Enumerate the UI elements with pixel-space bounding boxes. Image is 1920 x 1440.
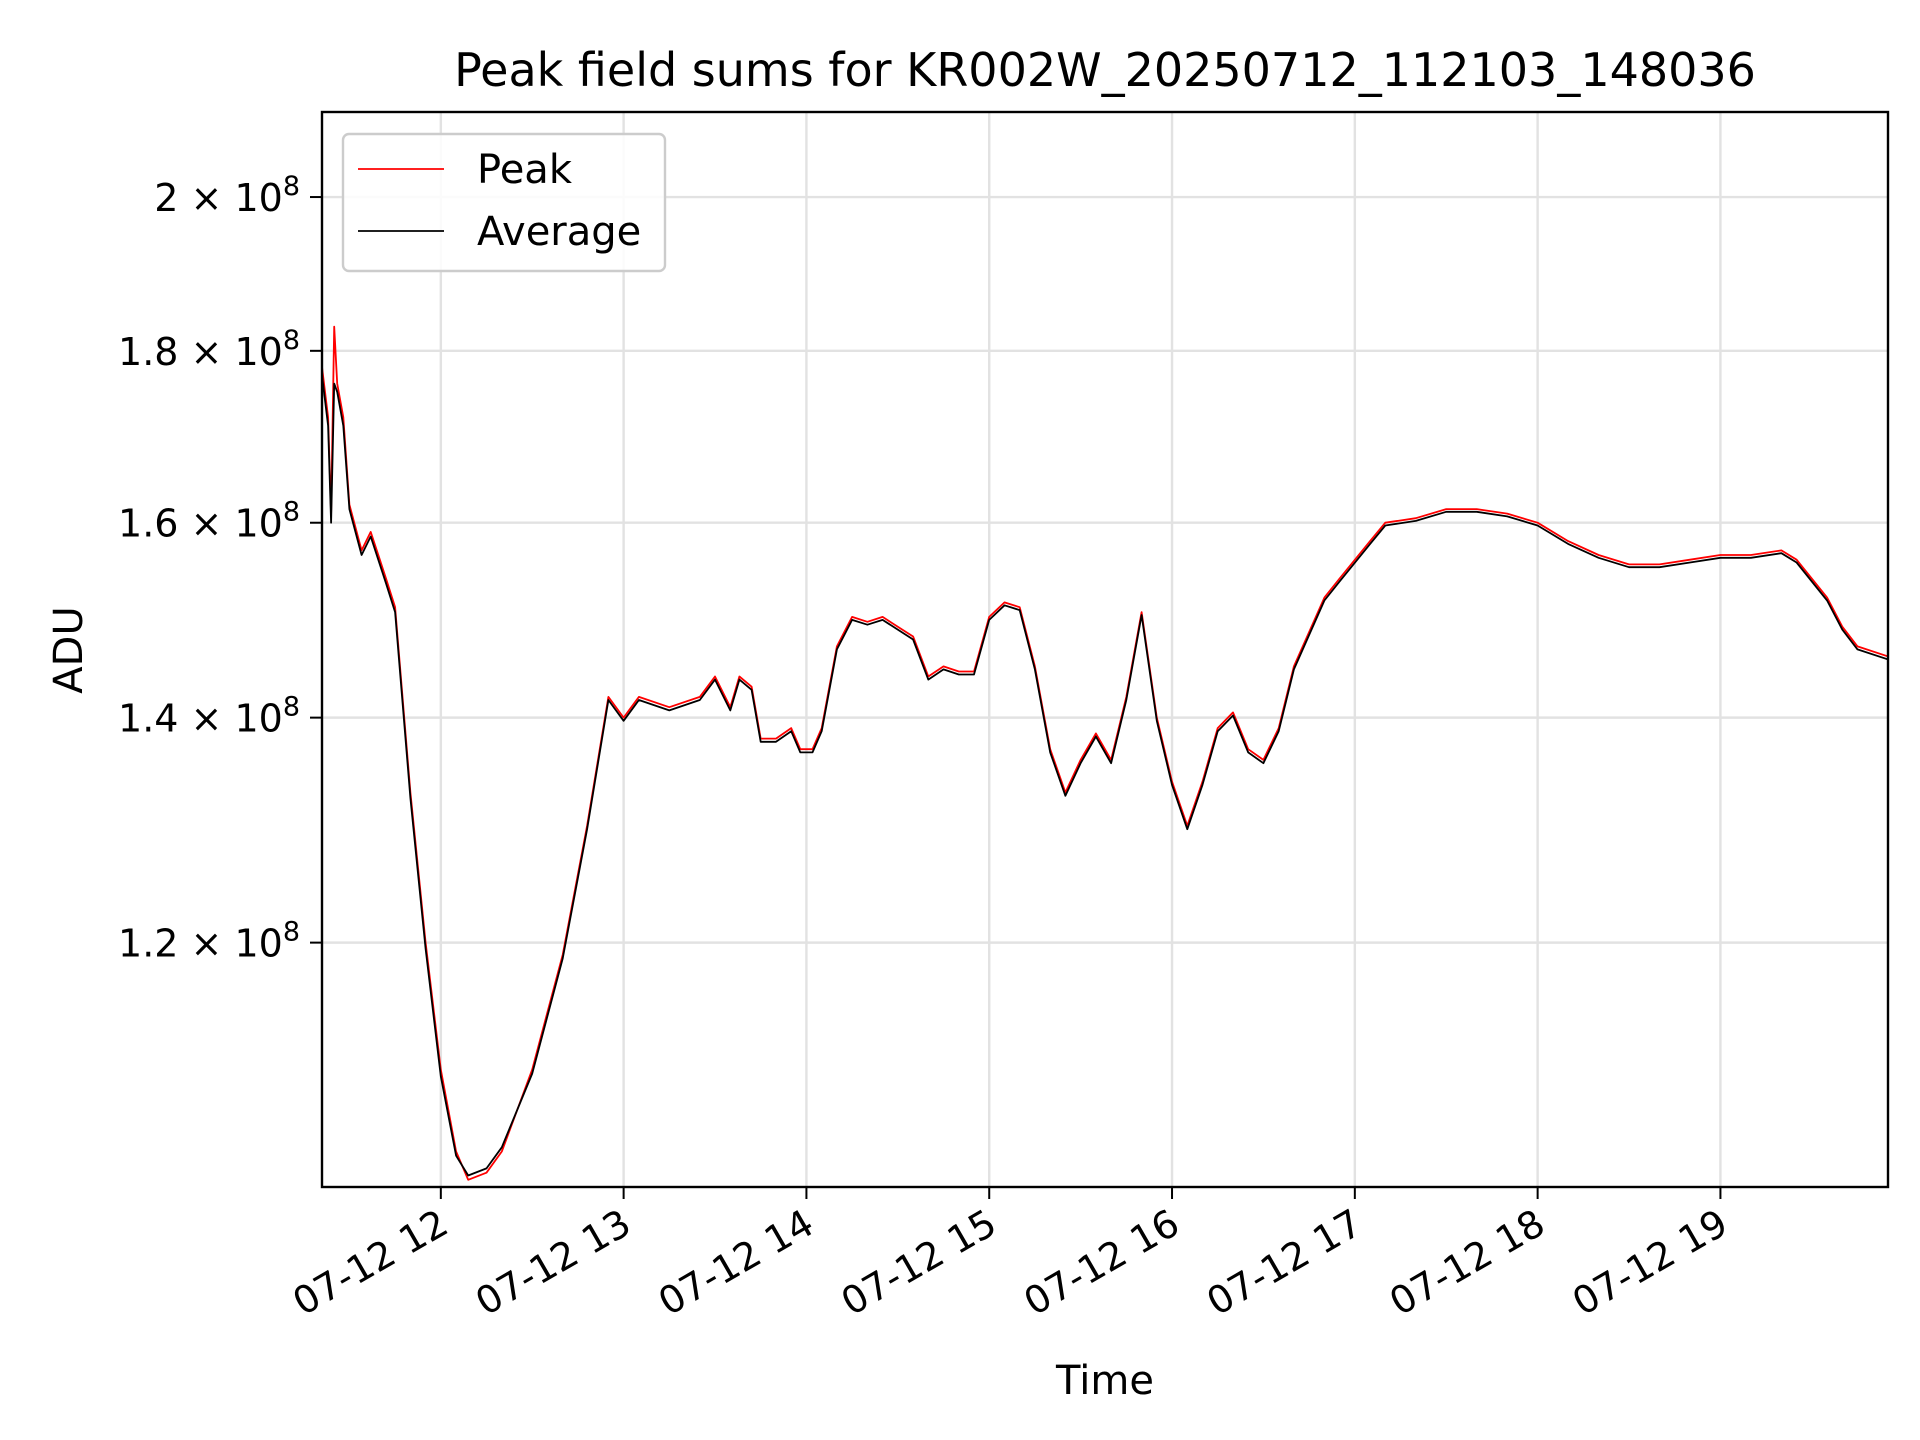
y-tick-base: × 10 bbox=[191, 502, 283, 546]
y-tick-exponent: 8 bbox=[283, 171, 300, 202]
y-tick-label: 1.2 × 108 bbox=[118, 917, 300, 966]
y-tick-mantissa: 1.6 bbox=[118, 502, 191, 546]
grid bbox=[322, 112, 1888, 1187]
y-tick-base: × 10 bbox=[191, 697, 283, 741]
y-tick-exponent: 8 bbox=[283, 692, 300, 723]
y-tick-mantissa: 1.8 bbox=[118, 330, 191, 374]
y-tick-exponent: 8 bbox=[283, 497, 300, 528]
y-tick-mantissa: 1.4 bbox=[118, 697, 191, 741]
y-tick-exponent: 8 bbox=[283, 917, 300, 948]
y-tick-base: × 10 bbox=[191, 922, 283, 966]
y-tick-mantissa: 1.2 bbox=[118, 922, 191, 966]
plot-frame bbox=[320, 110, 1890, 1189]
y-tick-base: × 10 bbox=[191, 176, 283, 220]
y-tick-exponent: 8 bbox=[283, 325, 300, 356]
series-lines bbox=[322, 325, 1888, 1181]
y-tick-label: 1.4 × 108 bbox=[118, 692, 300, 741]
y-tick-label: 1.8 × 108 bbox=[118, 325, 300, 374]
legend-label-average: Average bbox=[477, 209, 641, 255]
legend: Peak Average bbox=[341, 132, 667, 273]
y-tick-label: 1.6 × 108 bbox=[118, 497, 300, 546]
legend-label-peak: Peak bbox=[477, 147, 573, 193]
chart-title: Peak field sums for KR002W_20250712_1121… bbox=[454, 43, 1756, 97]
y-axis-label: ADU bbox=[46, 606, 92, 693]
series-line-peak bbox=[322, 325, 1888, 1181]
y-tick-mantissa: 2 bbox=[154, 176, 190, 220]
plot-area bbox=[322, 325, 1888, 1181]
series-line-average bbox=[322, 375, 1888, 1177]
y-tick-base: × 10 bbox=[191, 330, 283, 374]
y-tick-label: 2 × 108 bbox=[154, 171, 300, 220]
x-axis-label: Time bbox=[1055, 1358, 1154, 1404]
